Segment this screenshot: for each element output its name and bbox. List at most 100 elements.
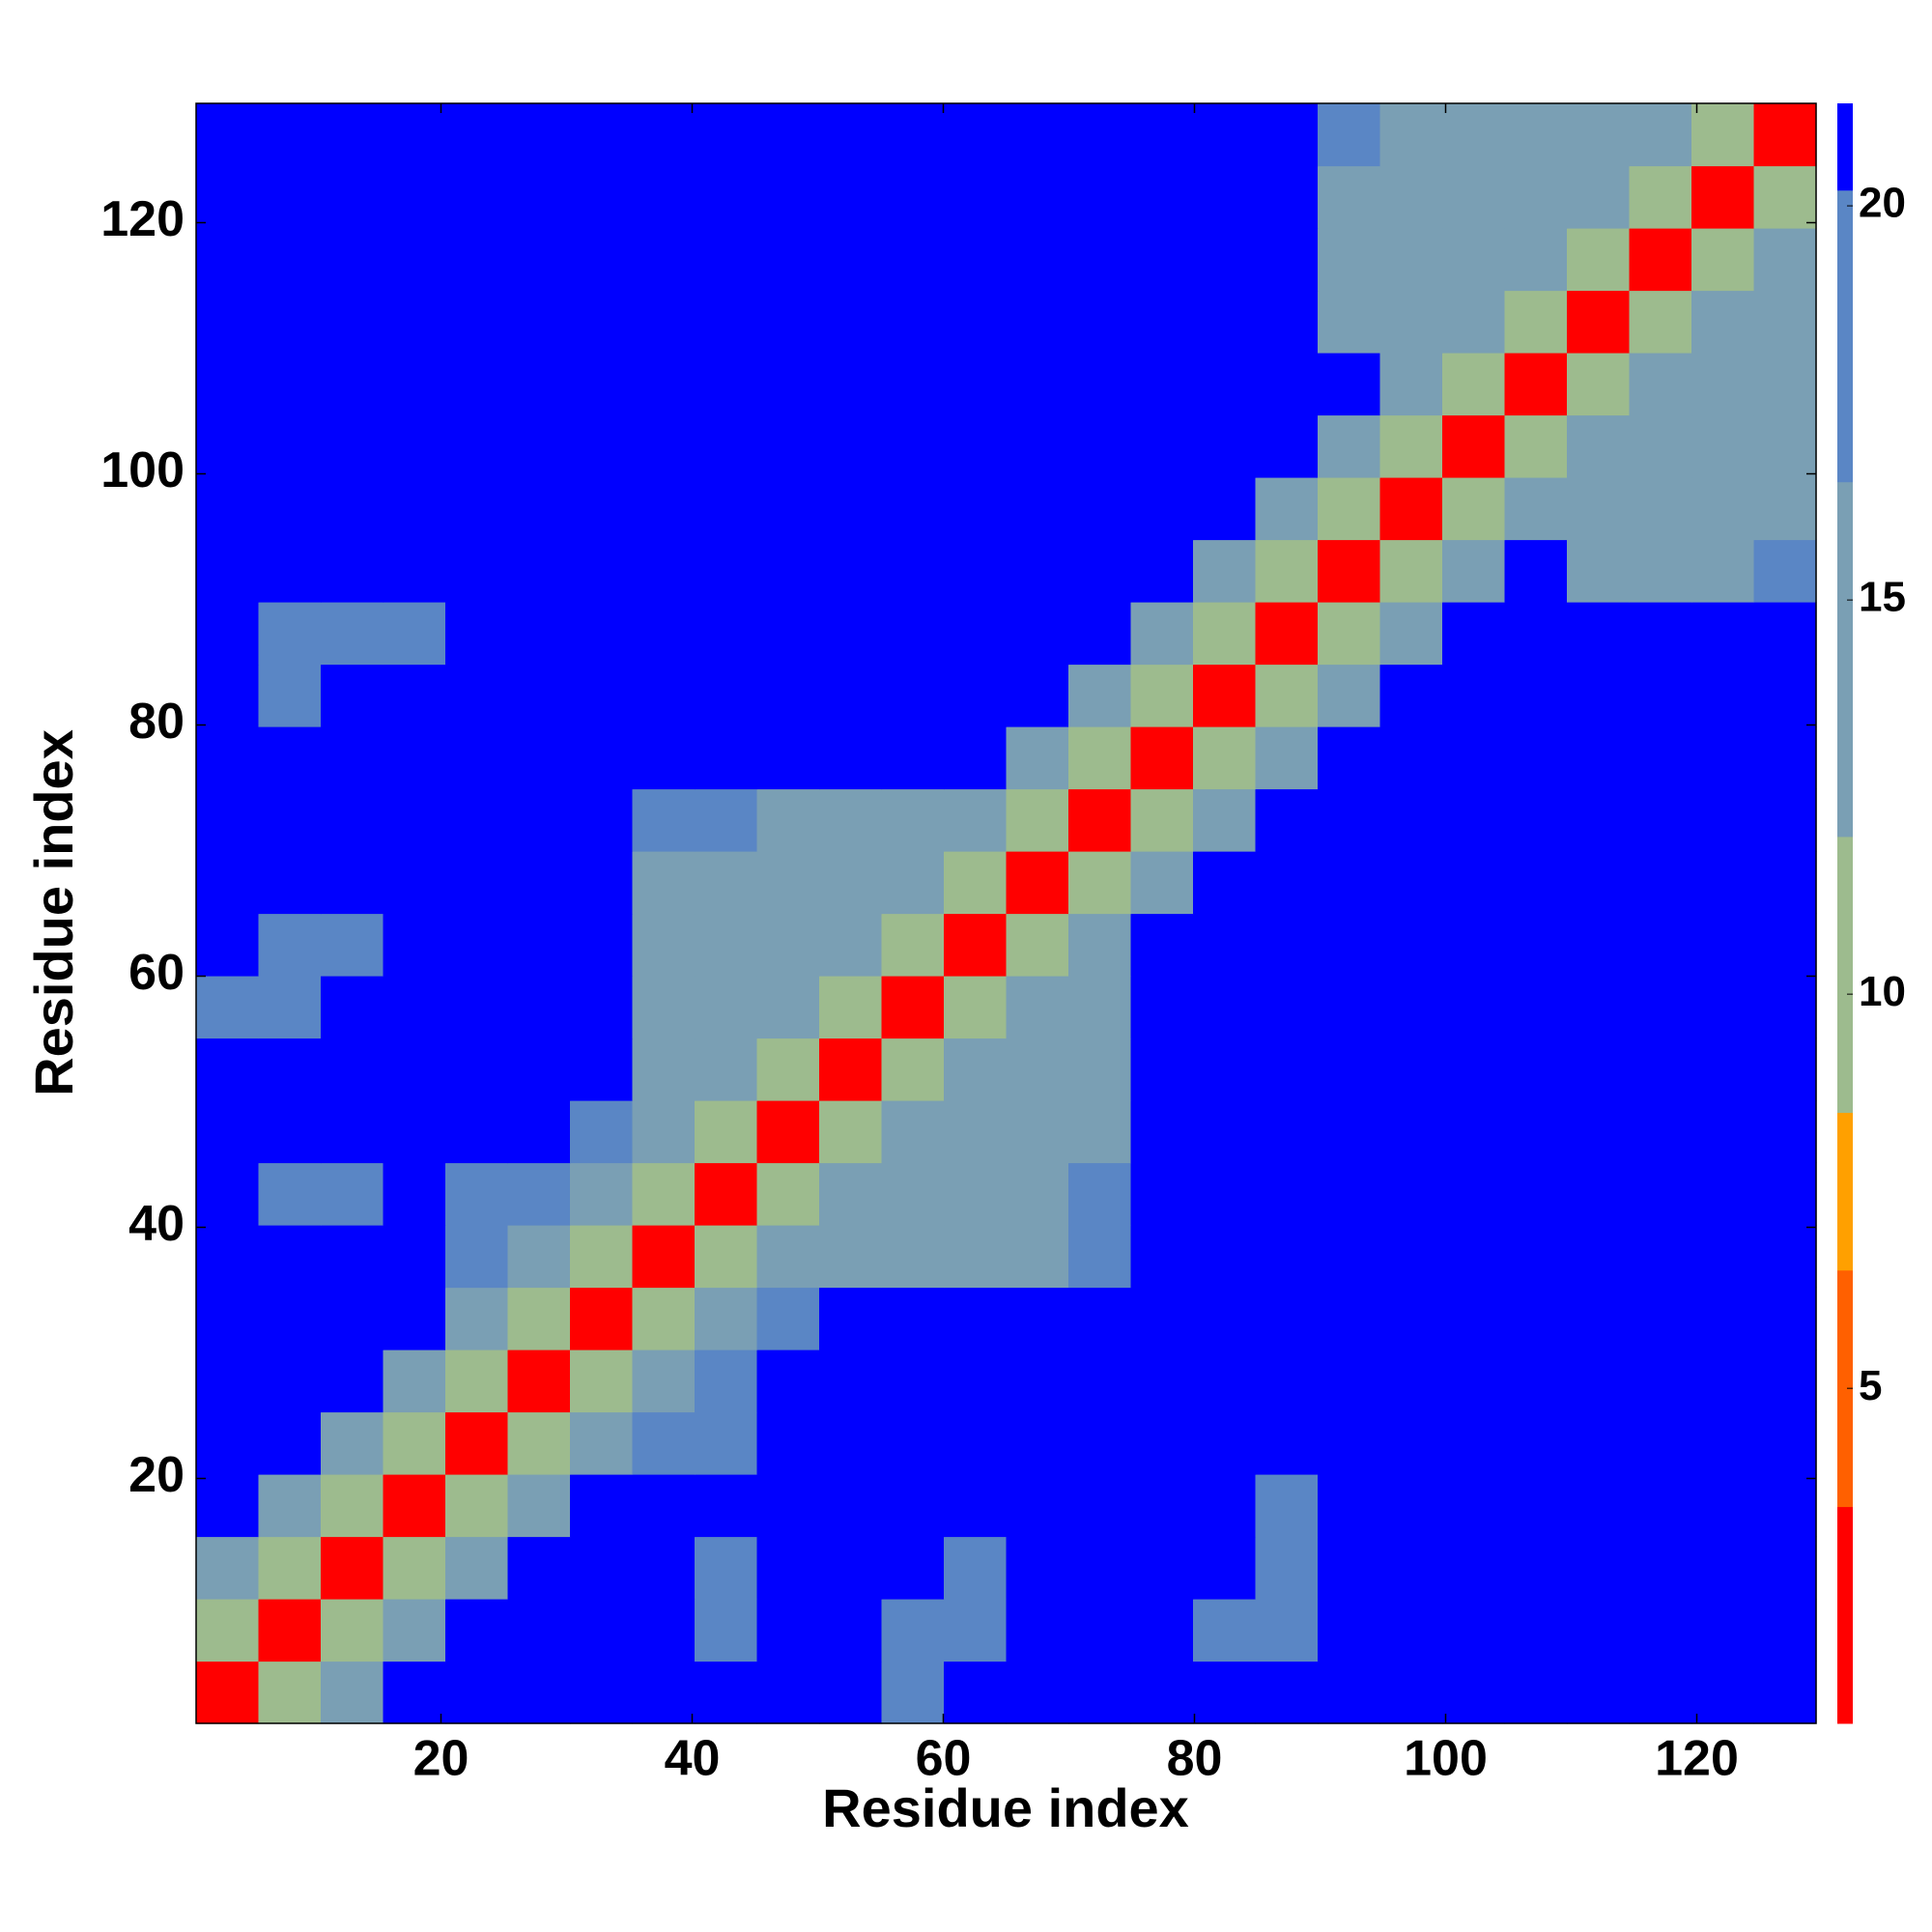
heatmap-cell — [632, 1225, 696, 1289]
heatmap-cell — [756, 228, 820, 292]
heatmap-cell — [1006, 1162, 1069, 1226]
heatmap-cell — [756, 165, 820, 229]
heatmap-cell — [258, 1350, 322, 1413]
heatmap-cell — [570, 913, 634, 977]
heatmap-cell — [1193, 228, 1257, 292]
heatmap-cell — [1193, 414, 1257, 478]
heatmap-cell — [570, 788, 634, 852]
heatmap-cell — [1691, 353, 1755, 416]
heatmap-cell — [1130, 1162, 1194, 1226]
heatmap-cell — [1318, 1661, 1381, 1724]
heatmap-cell — [756, 477, 820, 541]
heatmap-cell — [196, 103, 260, 167]
heatmap-cell — [1068, 1100, 1132, 1164]
heatmap-cell — [1130, 165, 1194, 229]
heatmap-cell — [1567, 726, 1631, 790]
heatmap-cell — [383, 477, 446, 541]
heatmap-cell — [1318, 477, 1381, 541]
heatmap-cell — [570, 1100, 634, 1164]
heatmap-cell — [1068, 851, 1132, 915]
heatmap-cell — [881, 664, 945, 727]
heatmap-cell — [1193, 602, 1257, 666]
heatmap-cell — [1318, 1225, 1381, 1289]
heatmap-cell — [1318, 726, 1381, 790]
heatmap-cell — [944, 1350, 1008, 1413]
heatmap-cell — [570, 103, 634, 167]
heatmap-cell — [1318, 1599, 1381, 1662]
heatmap-cell — [196, 290, 260, 354]
heatmap-cell — [196, 1287, 260, 1350]
heatmap-cell — [445, 103, 509, 167]
heatmap-cell — [1629, 103, 1692, 167]
heatmap-cell — [507, 1162, 571, 1226]
heatmap-cell — [1691, 477, 1755, 541]
heatmap-cell — [196, 228, 260, 292]
heatmap-cell — [756, 1474, 820, 1538]
heatmap-cell — [445, 1411, 509, 1475]
heatmap-cell — [1629, 228, 1692, 292]
heatmap-cell — [1504, 1225, 1568, 1289]
heatmap-cell — [756, 414, 820, 478]
heatmap-cell — [1504, 1162, 1568, 1226]
heatmap-cell — [944, 477, 1008, 541]
heatmap-cell — [1753, 913, 1817, 977]
heatmap-cell — [881, 1411, 945, 1475]
heatmap-cell — [258, 1225, 322, 1289]
heatmap-cell — [1753, 290, 1817, 354]
heatmap-cell — [1318, 1037, 1381, 1101]
heatmap-cell — [1318, 1350, 1381, 1413]
heatmap-cell — [881, 1474, 945, 1538]
heatmap-cell — [196, 1225, 260, 1289]
heatmap-cell — [819, 1350, 883, 1413]
heatmap-cell — [1691, 602, 1755, 666]
heatmap-cell — [570, 539, 634, 603]
heatmap-cell — [321, 851, 384, 915]
heatmap-cell — [1379, 228, 1443, 292]
heatmap-cell — [1442, 477, 1506, 541]
heatmap-cell — [1193, 1225, 1257, 1289]
heatmap-cell — [881, 726, 945, 790]
heatmap-cell — [570, 1287, 634, 1350]
colorbar-segment — [1837, 1112, 1853, 1271]
heatmap-cell — [196, 1661, 260, 1724]
heatmap-cell — [383, 1350, 446, 1413]
heatmap-cell — [756, 602, 820, 666]
heatmap-cell — [1691, 976, 1755, 1039]
heatmap-cell — [1318, 664, 1381, 727]
heatmap-cell — [321, 103, 384, 167]
heatmap-cell — [1318, 1411, 1381, 1475]
heatmap-cell — [196, 539, 260, 603]
heatmap-cell — [1255, 726, 1319, 790]
heatmap-cell — [1691, 1225, 1755, 1289]
heatmap-cell — [507, 851, 571, 915]
heatmap-cell — [756, 539, 820, 603]
heatmap-cell — [1379, 851, 1443, 915]
heatmap-cell — [695, 1100, 758, 1164]
heatmap-cell — [1318, 788, 1381, 852]
heatmap-cell — [1442, 1536, 1506, 1600]
heatmap-cell — [1753, 1474, 1817, 1538]
heatmap-cell — [1318, 353, 1381, 416]
heatmap-cell — [1629, 1162, 1692, 1226]
heatmap-cell — [944, 414, 1008, 478]
heatmap-cell — [632, 1100, 696, 1164]
heatmap-cell — [1068, 913, 1132, 977]
heatmap-cell — [1504, 976, 1568, 1039]
heatmap-cell — [756, 976, 820, 1039]
heatmap-cell — [819, 477, 883, 541]
heatmap-cell — [196, 414, 260, 478]
heatmap-cell — [632, 477, 696, 541]
heatmap-cell — [1318, 539, 1381, 603]
heatmap-cell — [321, 1225, 384, 1289]
heatmap-cell — [445, 1287, 509, 1350]
heatmap-cell — [1442, 1100, 1506, 1164]
y-tick-label: 100 — [100, 442, 185, 498]
heatmap-cell — [695, 1661, 758, 1724]
heatmap-cell — [1006, 1287, 1069, 1350]
heatmap-cell — [1567, 539, 1631, 603]
heatmap-cell — [1255, 1287, 1319, 1350]
heatmap-cell — [1318, 414, 1381, 478]
heatmap-cell — [1318, 165, 1381, 229]
heatmap-cell — [881, 1287, 945, 1350]
heatmap-cell — [445, 1599, 509, 1662]
